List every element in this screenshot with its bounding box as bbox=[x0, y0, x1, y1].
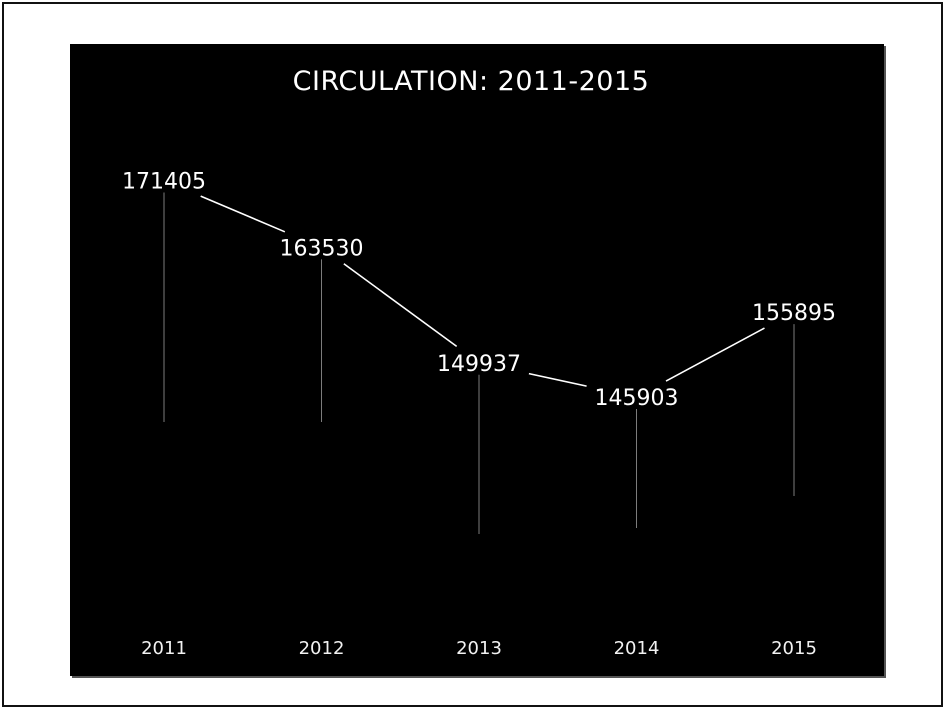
connector-2012-2013 bbox=[343, 263, 458, 348]
x-axis-tick-labels: 2011 2012 2013 2014 2015 bbox=[141, 638, 817, 659]
line-chart: CIRCULATION: 2011-2015 171405 163530 14993… bbox=[122, 66, 836, 659]
chart-title: CIRCULATION: 2011-2015 bbox=[293, 66, 650, 97]
data-label-2011: 171405 bbox=[122, 170, 206, 195]
connector-lines bbox=[200, 195, 765, 387]
connector-2013-2014 bbox=[528, 372, 587, 387]
data-label-2013: 149937 bbox=[437, 352, 521, 377]
x-tick-label-2015: 2015 bbox=[771, 638, 817, 659]
x-tick-label-2012: 2012 bbox=[299, 638, 345, 659]
x-tick-label-2013: 2013 bbox=[456, 638, 502, 659]
x-tick-label-2014: 2014 bbox=[614, 638, 660, 659]
connector-2014-2015 bbox=[665, 327, 765, 382]
data-label-2014: 145903 bbox=[595, 386, 679, 411]
drop-lines bbox=[163, 192, 795, 534]
chart-panel: CIRCULATION: 2011-2015 171405 163530 14993… bbox=[70, 44, 884, 676]
data-label-2012: 163530 bbox=[280, 236, 364, 261]
connector-2011-2012 bbox=[200, 195, 286, 233]
data-labels: 171405 163530 149937 145903 155895 bbox=[122, 170, 836, 411]
data-label-2015: 155895 bbox=[752, 301, 836, 326]
x-tick-label-2011: 2011 bbox=[141, 638, 187, 659]
